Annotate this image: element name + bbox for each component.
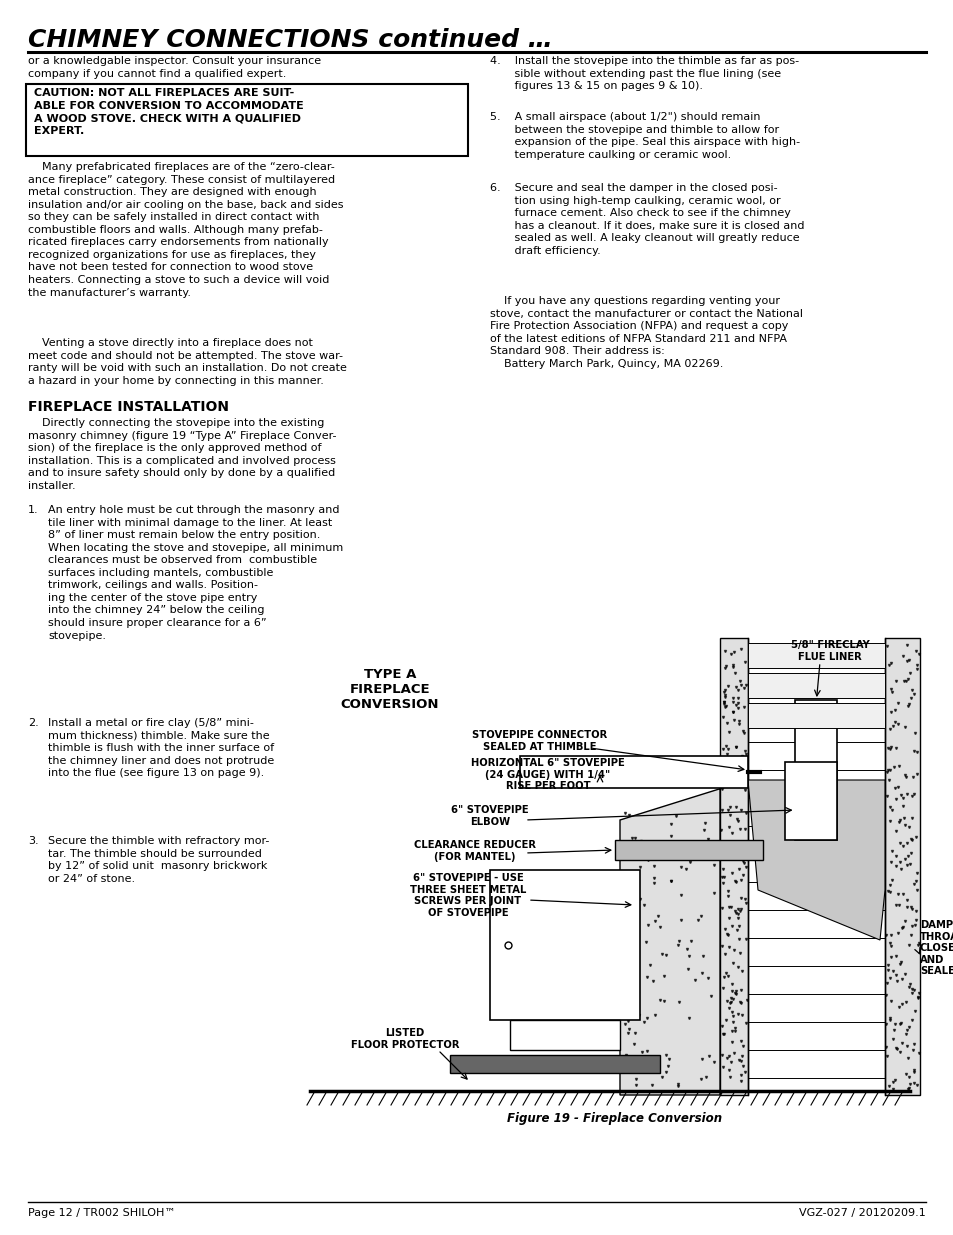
- Text: Figure 19 - Fireplace Conversion: Figure 19 - Fireplace Conversion: [507, 1112, 721, 1125]
- Bar: [747, 643, 884, 668]
- Text: HORIZONTAL 6" STOVEPIPE
(24 GAUGE) WITH 1/4"
RISE PER FOOT: HORIZONTAL 6" STOVEPIPE (24 GAUGE) WITH …: [471, 758, 624, 792]
- Bar: [747, 673, 884, 698]
- Text: 6" STOVEPIPE - USE
THREE SHEET METAL
SCREWS PER JOINT
OF STOVEPIPE: 6" STOVEPIPE - USE THREE SHEET METAL SCR…: [410, 873, 526, 918]
- Bar: [784, 762, 837, 840]
- Text: An entry hole must be cut through the masonry and
tile liner with minimal damage: An entry hole must be cut through the ma…: [48, 505, 343, 641]
- Text: STOVEPIPE CONNECTOR
SEALED AT THIMBLE: STOVEPIPE CONNECTOR SEALED AT THIMBLE: [472, 730, 607, 752]
- Polygon shape: [747, 781, 884, 940]
- Text: TYPE A
FIREPLACE
CONVERSION: TYPE A FIREPLACE CONVERSION: [340, 668, 438, 711]
- Bar: [26, 84, 468, 156]
- Text: 2.: 2.: [28, 718, 39, 727]
- Bar: [720, 638, 747, 1095]
- Text: 4.    Install the stovepipe into the thimble as far as pos-
       sible without: 4. Install the stovepipe into the thimbl…: [490, 56, 799, 91]
- Text: DAMPER
THROAT
CLOSED
AND
SEALED: DAMPER THROAT CLOSED AND SEALED: [919, 920, 953, 977]
- Text: 6" STOVEPIPE
ELBOW: 6" STOVEPIPE ELBOW: [451, 805, 528, 826]
- Text: 5/8" FIRECLAY
FLUE LINER: 5/8" FIRECLAY FLUE LINER: [790, 640, 868, 662]
- Text: Secure the thimble with refractory mor-
tar. The thimble should be surrounded
by: Secure the thimble with refractory mor- …: [48, 836, 269, 884]
- Bar: [490, 869, 639, 1020]
- Bar: [519, 756, 747, 788]
- Text: VGZ-027 / 20120209.1: VGZ-027 / 20120209.1: [799, 1208, 925, 1218]
- Bar: [795, 700, 837, 840]
- Text: Many prefabricated fireplaces are of the “zero-clear-
ance fireplace” category. : Many prefabricated fireplaces are of the…: [28, 162, 343, 298]
- Text: CHIMNEY CONNECTIONS continued …: CHIMNEY CONNECTIONS continued …: [28, 28, 552, 52]
- Text: CLEARANCE REDUCER
(FOR MANTEL): CLEARANCE REDUCER (FOR MANTEL): [414, 840, 536, 862]
- Text: Venting a stove directly into a fireplace does not
meet code and should not be a: Venting a stove directly into a fireplac…: [28, 338, 347, 385]
- Bar: [615, 840, 762, 860]
- Text: 5.    A small airspace (about 1/2") should remain
       between the stovepipe a: 5. A small airspace (about 1/2") should …: [490, 112, 800, 159]
- Bar: [510, 1020, 619, 1050]
- Bar: [450, 1055, 659, 1073]
- Text: 1.: 1.: [28, 505, 38, 515]
- Text: CAUTION: NOT ALL FIREPLACES ARE SUIT-
ABLE FOR CONVERSION TO ACCOMMODATE
A WOOD : CAUTION: NOT ALL FIREPLACES ARE SUIT- AB…: [34, 88, 303, 136]
- Text: FIREPLACE INSTALLATION: FIREPLACE INSTALLATION: [28, 400, 229, 414]
- Text: 6.    Secure and seal the damper in the closed posi-
       tion using high-temp: 6. Secure and seal the damper in the clo…: [490, 183, 803, 256]
- Text: or a knowledgable inspector. Consult your insurance
company if you cannot find a: or a knowledgable inspector. Consult you…: [28, 56, 321, 79]
- Bar: [747, 703, 884, 727]
- Text: Directly connecting the stovepipe into the existing
masonry chimney (figure 19 “: Directly connecting the stovepipe into t…: [28, 417, 336, 490]
- Text: Page 12 / TR002 SHILOH™: Page 12 / TR002 SHILOH™: [28, 1208, 175, 1218]
- Text: 3.: 3.: [28, 836, 38, 846]
- Text: If you have any questions regarding venting your
stove, contact the manufacturer: If you have any questions regarding vent…: [490, 296, 802, 369]
- Text: Install a metal or fire clay (5/8” mini-
mum thickness) thimble. Make sure the
t: Install a metal or fire clay (5/8” mini-…: [48, 718, 274, 778]
- Text: LISTED
FLOOR PROTECTOR: LISTED FLOOR PROTECTOR: [351, 1028, 458, 1050]
- Polygon shape: [619, 781, 747, 1095]
- Bar: [884, 638, 919, 1095]
